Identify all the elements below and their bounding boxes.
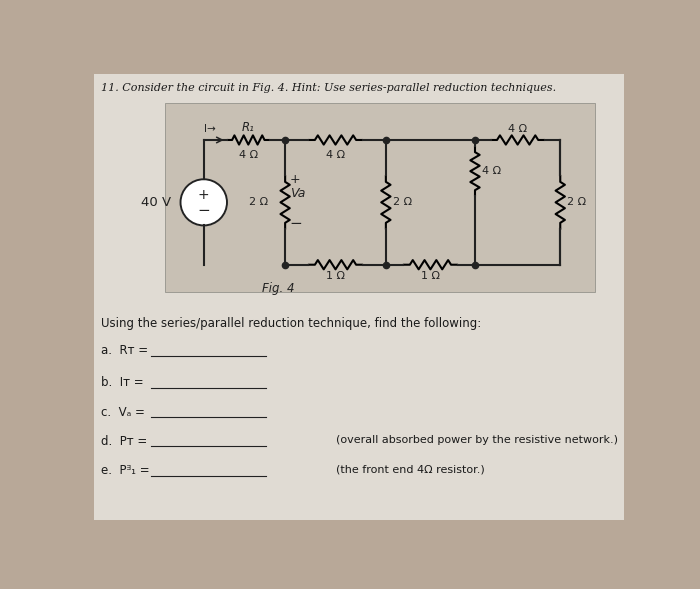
Text: d.  Pᴛ =: d. Pᴛ = <box>102 435 148 448</box>
Text: b.  Iᴛ =: b. Iᴛ = <box>102 376 144 389</box>
Text: Using the series/parallel reduction technique, find the following:: Using the series/parallel reduction tech… <box>102 317 482 330</box>
Text: 40 V: 40 V <box>141 196 172 209</box>
Text: 4 Ω: 4 Ω <box>239 150 258 160</box>
Text: Fig. 4: Fig. 4 <box>262 282 295 294</box>
Text: 1 Ω: 1 Ω <box>326 271 345 281</box>
Text: c.  Vₐ =: c. Vₐ = <box>102 406 146 419</box>
Text: 2 Ω: 2 Ω <box>393 197 412 207</box>
Text: 1 Ω: 1 Ω <box>421 271 440 281</box>
Text: 2 Ω: 2 Ω <box>249 197 268 207</box>
Text: (the front end 4Ω resistor.): (the front end 4Ω resistor.) <box>335 464 484 474</box>
Text: 4 Ω: 4 Ω <box>326 150 345 160</box>
Text: −: − <box>290 216 302 231</box>
Text: 11. Consider the circuit in Fig. 4. Hint: Use series-parallel reduction techniqu: 11. Consider the circuit in Fig. 4. Hint… <box>102 83 556 93</box>
FancyBboxPatch shape <box>94 74 624 520</box>
Text: 2 Ω: 2 Ω <box>567 197 587 207</box>
Text: R₁: R₁ <box>242 121 255 134</box>
Text: +: + <box>198 188 209 203</box>
Text: +: + <box>290 173 300 186</box>
Text: (overall absorbed power by the resistive network.): (overall absorbed power by the resistive… <box>335 435 617 445</box>
Text: −: − <box>197 203 210 219</box>
Text: e.  Pᴲ₁ =: e. Pᴲ₁ = <box>102 464 150 477</box>
Text: Va: Va <box>290 187 305 200</box>
Circle shape <box>181 179 227 226</box>
Text: I→: I→ <box>204 124 216 134</box>
Text: 4 Ω: 4 Ω <box>482 166 501 176</box>
Text: 4 Ω: 4 Ω <box>508 124 527 134</box>
FancyBboxPatch shape <box>165 103 595 292</box>
Text: a.  Rᴛ =: a. Rᴛ = <box>102 344 148 357</box>
